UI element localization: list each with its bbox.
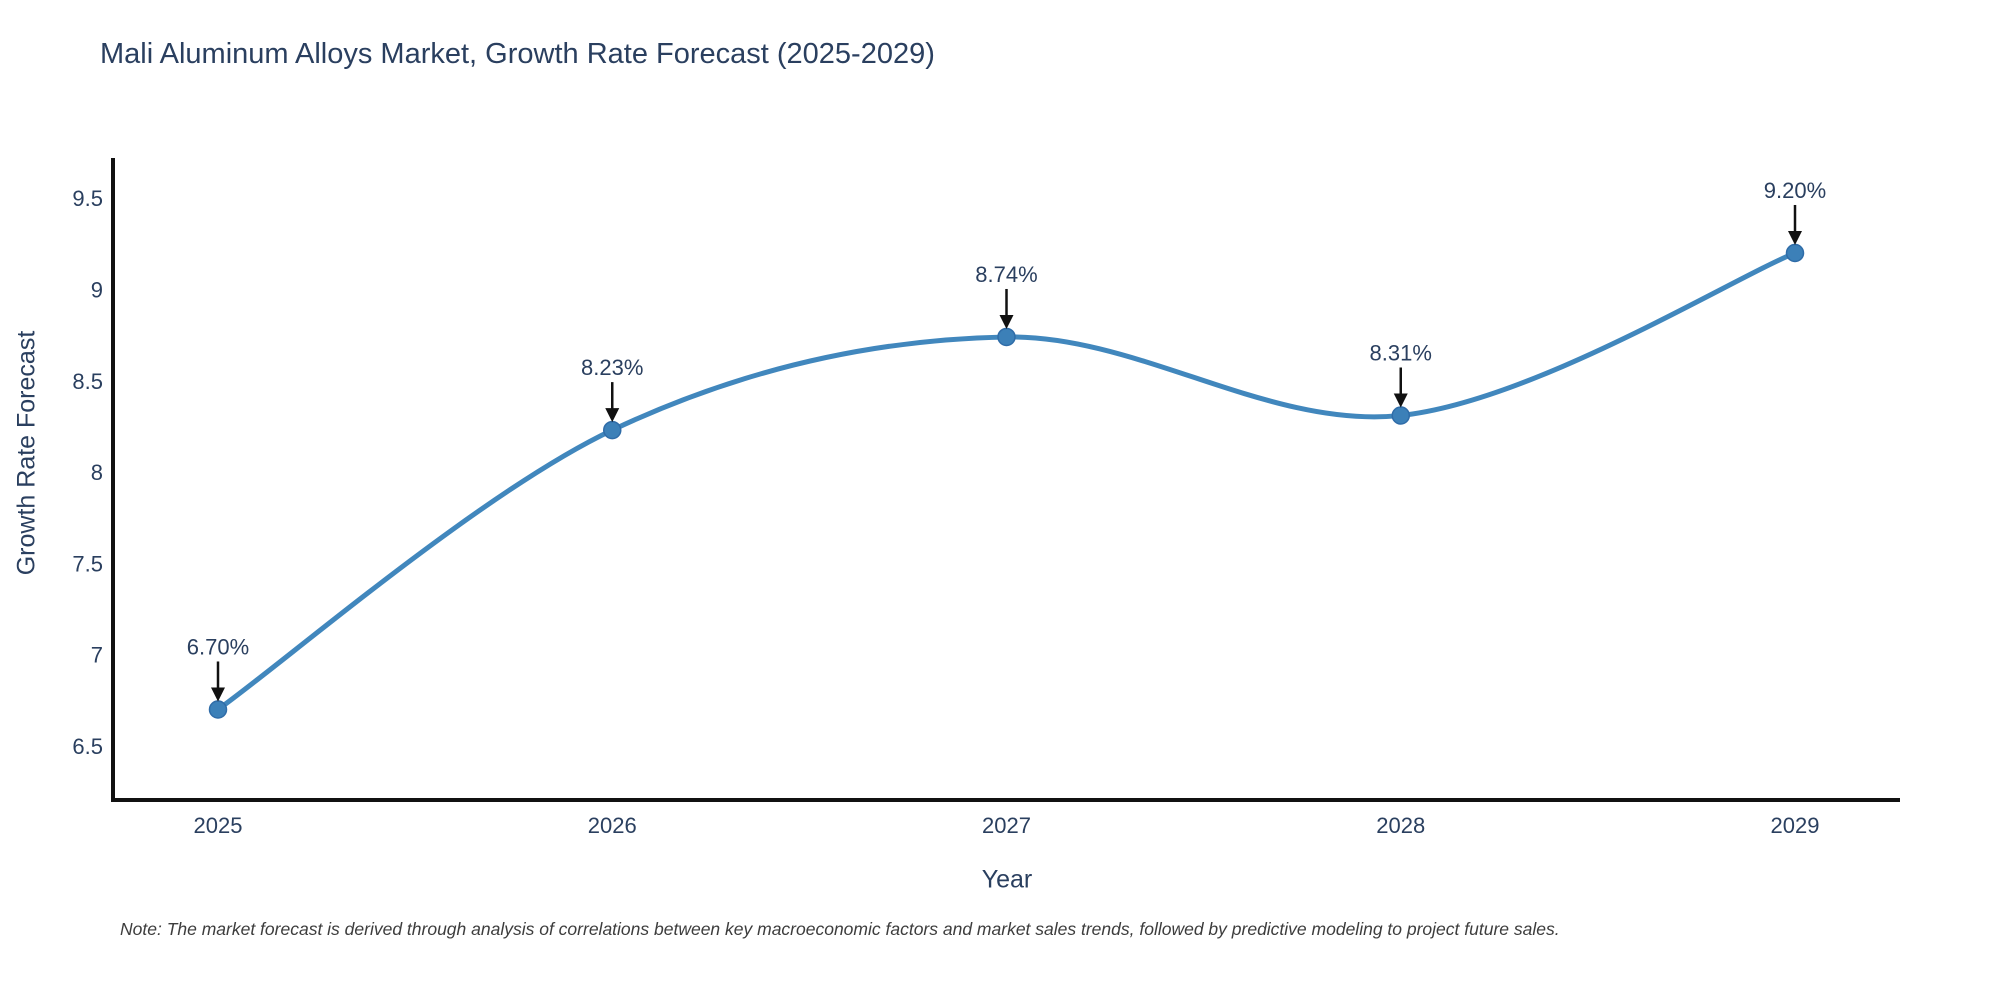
y-tick-label: 6.5 [72, 734, 103, 759]
x-tick-label: 2029 [1771, 813, 1820, 838]
y-tick-label: 8 [91, 460, 103, 485]
y-tick-label: 9.5 [72, 186, 103, 211]
x-tick-label: 2028 [1376, 813, 1425, 838]
annotation-label: 6.70% [187, 634, 249, 659]
annotation-label: 8.23% [581, 355, 643, 380]
y-tick-label: 7 [91, 643, 103, 668]
annotation-arrow-head [605, 408, 620, 423]
data-point-marker[interactable] [603, 420, 622, 440]
data-point-marker[interactable] [1391, 406, 1410, 425]
x-tick-label: 2025 [194, 813, 243, 838]
footnote: Note: The market forecast is derived thr… [120, 919, 1560, 939]
annotation-label: 8.31% [1370, 340, 1432, 365]
y-tick-label: 7.5 [72, 551, 103, 576]
data-point-marker[interactable] [1785, 243, 1805, 263]
annotation-arrow-head [211, 687, 225, 702]
y-tick-label: 8.5 [72, 369, 103, 394]
annotation-label: 8.74% [975, 262, 1037, 287]
annotation-arrow-head [1788, 230, 1802, 245]
annotation-label: 9.20% [1764, 178, 1826, 203]
x-tick-label: 2026 [588, 813, 637, 838]
annotation-arrow-head [1393, 393, 1408, 408]
chart-title: Mali Aluminum Alloys Market, Growth Rate… [100, 38, 935, 70]
data-point-marker[interactable] [208, 700, 228, 719]
x-axis-title: Year [981, 865, 1033, 894]
x-tick-label: 2027 [982, 813, 1031, 838]
y-tick-label: 9 [91, 278, 103, 303]
data-point-marker[interactable] [997, 327, 1016, 347]
y-axis-title: Growth Rate Forecast [12, 330, 41, 576]
annotation-arrow-head [999, 314, 1014, 329]
